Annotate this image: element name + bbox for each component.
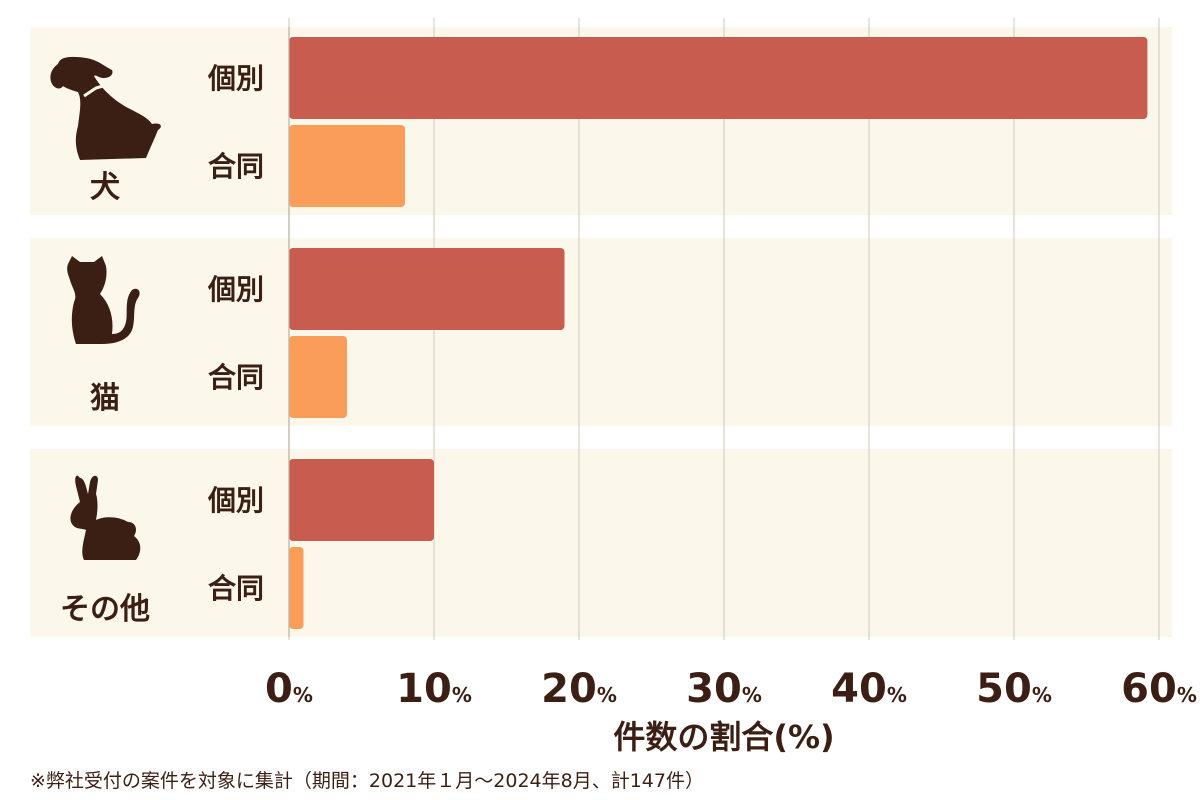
category-label: 犬 — [90, 170, 120, 205]
x-tick-label: 20% — [541, 666, 617, 712]
category-label: 猫 — [90, 381, 120, 416]
dog-icon — [50, 56, 161, 161]
bar-type-label: 個別 — [207, 273, 264, 306]
x-tick-label: 60% — [1121, 666, 1197, 712]
bar-goudou — [289, 547, 304, 629]
bar-type-label: 個別 — [207, 62, 264, 95]
category-label: その他 — [60, 592, 150, 627]
bar-type-label: 合同 — [208, 361, 264, 394]
group-panel — [30, 238, 1172, 426]
x-tick-label: 30% — [686, 666, 762, 712]
x-tick-label: 0% — [265, 666, 313, 712]
bar-kobetsu — [289, 37, 1148, 119]
x-tick-label: 10% — [396, 666, 472, 712]
x-axis-label: 件数の割合(%) — [613, 718, 834, 756]
bar-type-label: 合同 — [208, 572, 264, 605]
rabbit-icon — [70, 475, 141, 560]
x-tick-label: 50% — [976, 666, 1052, 712]
bar-kobetsu — [289, 459, 434, 541]
x-tick-label: 40% — [831, 666, 907, 712]
bar-goudou — [289, 125, 405, 207]
footnote: ※弊社受付の案件を対象に集計（期間：2021年１月〜2024年8月、計147件） — [30, 770, 704, 792]
cat-icon — [67, 256, 140, 344]
group-panel — [30, 449, 1172, 637]
bar-type-label: 個別 — [207, 484, 264, 517]
bar-goudou — [289, 336, 347, 418]
bar-kobetsu — [289, 248, 565, 330]
bar-type-label: 合同 — [208, 150, 264, 183]
